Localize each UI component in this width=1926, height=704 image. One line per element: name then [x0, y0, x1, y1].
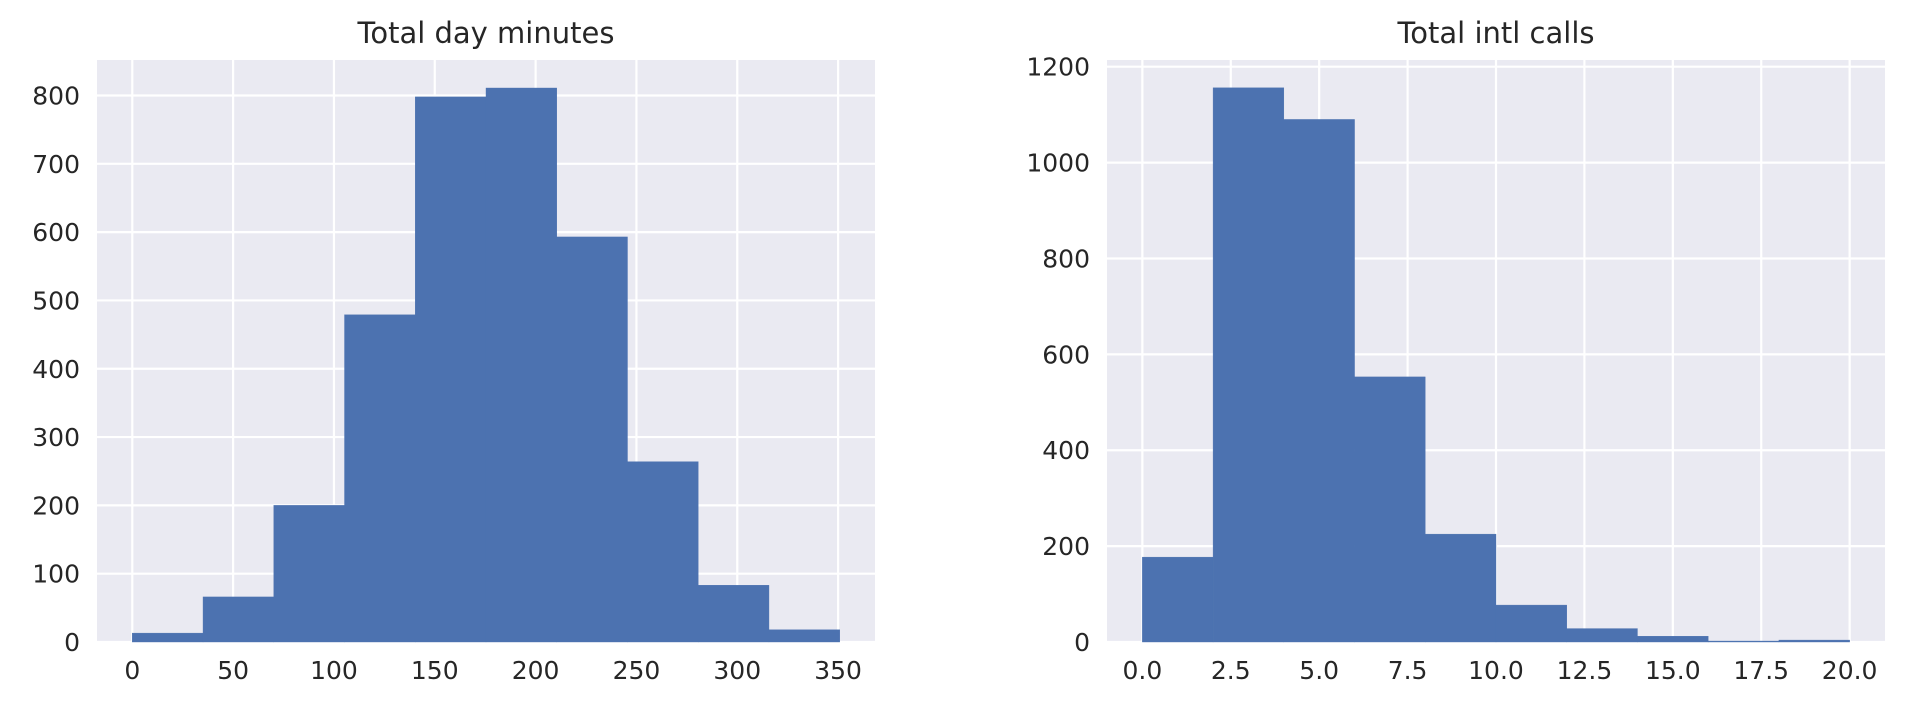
- x-tick-label: 12.5: [1557, 656, 1613, 685]
- y-tick-label: 200: [1042, 532, 1090, 561]
- histogram-bar: [344, 314, 416, 643]
- histogram-bar: [1283, 119, 1355, 643]
- chart-title: Total day minutes: [357, 16, 615, 50]
- histogram-bar: [485, 87, 557, 643]
- x-tick-label: 2.5: [1211, 656, 1251, 685]
- x-tick-label: 15.0: [1645, 656, 1701, 685]
- histogram-bar: [1495, 604, 1567, 643]
- y-tick-label: 700: [32, 150, 80, 179]
- x-tick-label: 200: [512, 656, 560, 685]
- y-tick-label: 100: [32, 560, 80, 589]
- y-tick-label: 200: [32, 491, 80, 520]
- y-tick-label: 0: [1074, 628, 1090, 657]
- y-tick-label: 800: [32, 82, 80, 111]
- x-tick-label: 5.0: [1299, 656, 1339, 685]
- x-tick-label: 0.0: [1122, 656, 1162, 685]
- x-tick-labels: 0.0 2.5 5.0 7.5 10.0 12.5 15.0 17.5 20.0: [1122, 656, 1877, 685]
- x-tick-label: 250: [613, 656, 661, 685]
- y-tick-label: 1000: [1026, 149, 1090, 178]
- histogram-bar: [768, 629, 840, 643]
- y-tick-labels: 0 200 400 600 800 1000 1200: [1026, 53, 1090, 657]
- histogram-bar: [202, 596, 274, 643]
- x-tick-label: 150: [411, 656, 459, 685]
- x-tick-label: 17.5: [1733, 656, 1789, 685]
- x-tick-label: 0: [124, 656, 140, 685]
- x-tick-label: 7.5: [1388, 656, 1428, 685]
- y-tick-label: 300: [32, 423, 80, 452]
- bars: [132, 87, 840, 643]
- x-tick-labels: 0 50 100 150 200 250 300 350: [124, 656, 862, 685]
- bars: [1142, 87, 1850, 643]
- y-tick-label: 600: [1042, 340, 1090, 369]
- histogram-bar: [415, 96, 487, 643]
- histogram-bar: [698, 585, 770, 643]
- x-tick-label: 300: [713, 656, 761, 685]
- histogram-bar: [1707, 640, 1780, 643]
- y-tick-label: 400: [1042, 436, 1090, 465]
- histogram-bar: [1212, 87, 1285, 643]
- x-tick-label: 50: [217, 656, 249, 685]
- histogram-bar: [627, 461, 699, 643]
- y-tick-labels: 0 100 200 300 400 500 600 700 800: [32, 82, 80, 657]
- y-tick-label: 1200: [1026, 53, 1090, 82]
- histogram-bar: [1637, 636, 1709, 643]
- histogram-bar: [1566, 628, 1638, 643]
- total-day-minutes-histogram: 0 50 100 150 200 250 300 350 0 100 200 300 400 500 60…: [32, 16, 875, 685]
- total-intl-calls-histogram: 0.0 2.5 5.0 7.5 10.0 12.5 15.0 17.5 20.0 0 200 400…: [1026, 16, 1885, 685]
- x-tick-label: 100: [310, 656, 358, 685]
- y-tick-label: 400: [32, 355, 80, 384]
- histogram-bar: [1142, 556, 1214, 643]
- histogram-bar: [273, 505, 345, 643]
- y-tick-label: 500: [32, 286, 80, 315]
- y-tick-label: 600: [32, 218, 80, 247]
- y-tick-label: 0: [64, 628, 80, 657]
- histogram-bar: [1425, 533, 1497, 643]
- x-tick-label: 20.0: [1822, 656, 1878, 685]
- histogram-bar: [1778, 639, 1850, 643]
- x-tick-label: 10.0: [1468, 656, 1524, 685]
- histogram-bar: [1354, 376, 1426, 643]
- y-tick-label: 800: [1042, 244, 1090, 273]
- chart-title: Total intl calls: [1397, 16, 1595, 50]
- histogram-bar: [132, 632, 204, 643]
- histogram-bar: [556, 236, 628, 643]
- x-tick-label: 350: [814, 656, 862, 685]
